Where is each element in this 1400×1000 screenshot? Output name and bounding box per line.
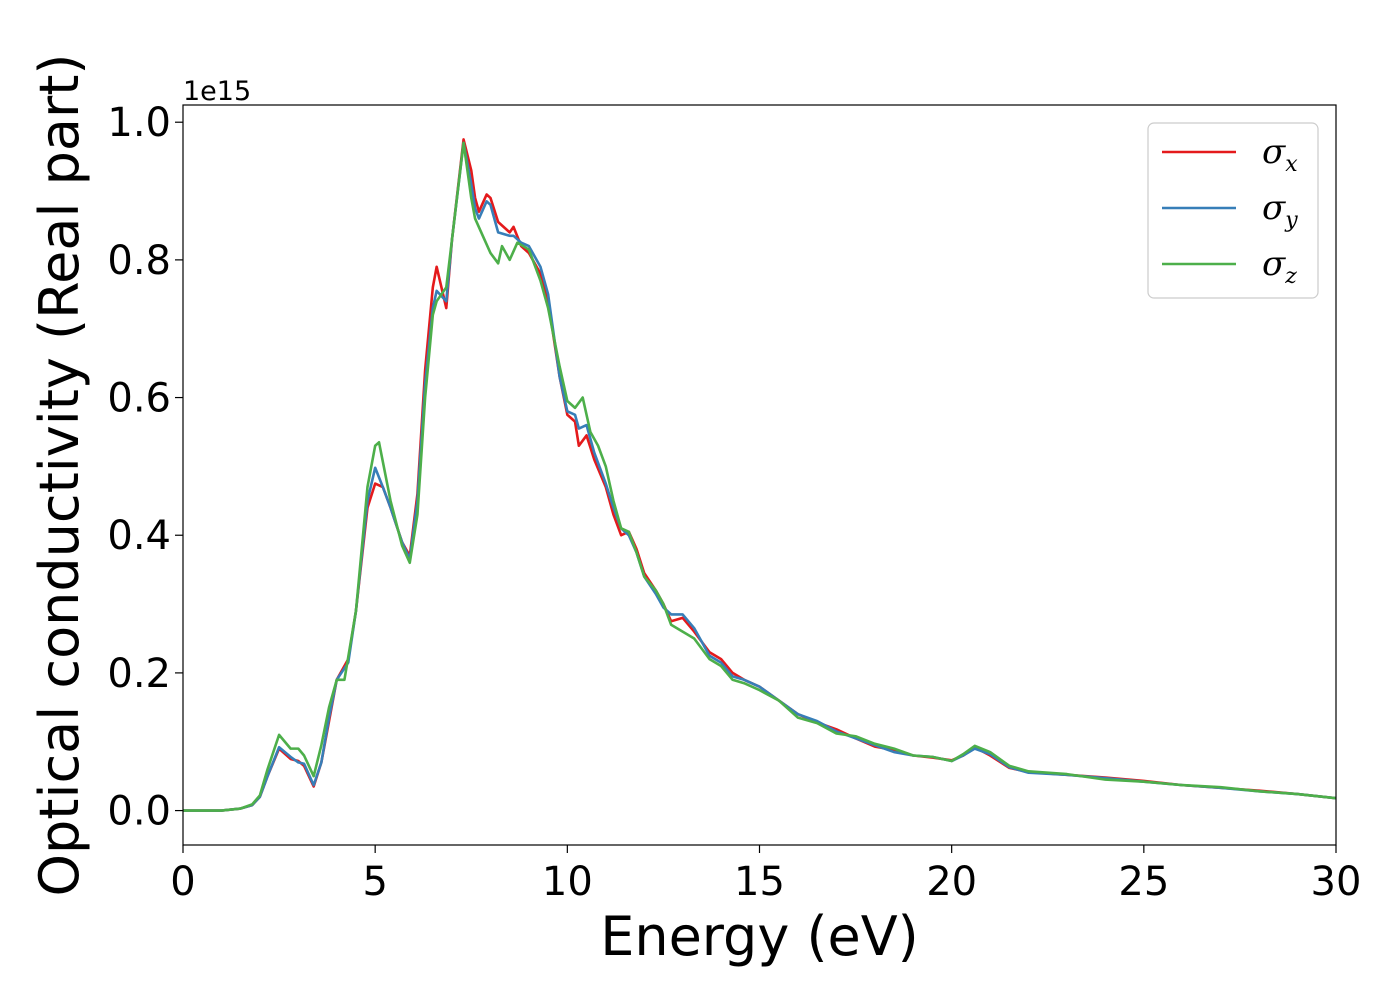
y-axis: 0.0 0.2 0.4 0.6 0.8 1.0 <box>107 100 183 835</box>
legend-label-z: σz <box>1262 244 1297 289</box>
legend: σx σy σz <box>1147 122 1319 299</box>
y-tick-label: 0.8 <box>107 238 171 284</box>
x-tick-label: 20 <box>926 859 977 905</box>
x-tick-label: 10 <box>542 859 593 905</box>
y-tick-label: 0.2 <box>107 651 171 697</box>
series-line-z <box>183 141 1336 812</box>
y-tick-label: 0.4 <box>107 513 171 559</box>
x-tick-label: 30 <box>1311 859 1362 905</box>
legend-label-y: σy <box>1262 188 1298 233</box>
series-lines <box>183 138 1336 812</box>
legend-label-x: σx <box>1262 132 1298 177</box>
y-tick-label: 0.0 <box>107 789 171 835</box>
legend-box <box>1147 122 1319 299</box>
x-tick-label: 0 <box>170 859 195 905</box>
y-tick-label: 0.6 <box>107 376 171 422</box>
x-axis-title: Energy (eV) <box>600 905 919 968</box>
y-offset-label: 1e15 <box>183 76 251 107</box>
y-axis-title: Optical conductivity (Real part) <box>28 54 91 897</box>
x-tick-label: 15 <box>734 859 785 905</box>
y-tick-label: 1.0 <box>107 100 171 146</box>
x-tick-label: 25 <box>1118 859 1169 905</box>
x-tick-label: 5 <box>362 859 387 905</box>
x-axis: 0 5 10 15 20 25 30 <box>170 845 1361 905</box>
